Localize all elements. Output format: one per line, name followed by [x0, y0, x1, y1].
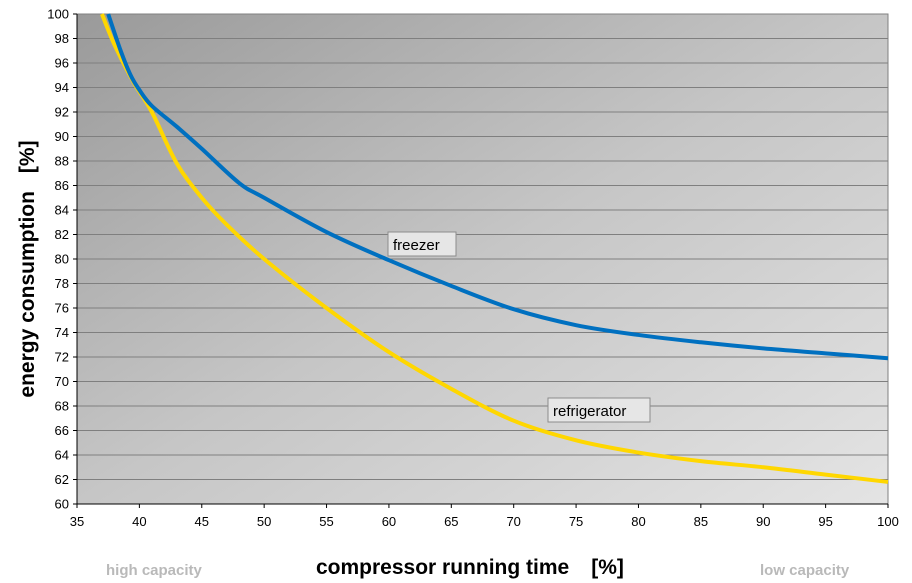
x-tick-label: 50 — [257, 514, 271, 529]
y-tick-label: 66 — [55, 423, 69, 438]
y-tick-label: 90 — [55, 129, 69, 144]
x-tick-label: 100 — [877, 514, 899, 529]
x-tick-label: 70 — [506, 514, 520, 529]
y-axis-label: energy consumption [%] — [16, 140, 39, 397]
x-tick-label: 60 — [382, 514, 396, 529]
y-tick-label: 62 — [55, 472, 69, 487]
y-tick-label: 84 — [55, 203, 69, 218]
x-tick-label: 75 — [569, 514, 583, 529]
y-tick-label: 60 — [55, 497, 69, 512]
refrigerator-series-line — [100, 13, 889, 484]
refrigerator-callout-box — [547, 397, 651, 423]
x-axis-label: compressor running time [%] — [316, 556, 624, 579]
high-capacity-note: high capacity — [106, 562, 203, 579]
y-tick-label: 80 — [55, 252, 69, 267]
x-tick-label: 35 — [70, 514, 84, 529]
x-tick-label: 40 — [132, 514, 146, 529]
y-axis-unit: [%] — [16, 140, 39, 173]
y-tick-label: 82 — [55, 227, 69, 242]
y-tick-label: 68 — [55, 399, 69, 414]
y-tick-label: 76 — [55, 301, 69, 316]
freezer-callout-box — [387, 231, 457, 257]
x-tick-label: 80 — [631, 514, 645, 529]
x-axis-title: compressor running time — [316, 556, 569, 579]
x-tick-label: 90 — [756, 514, 770, 529]
freezer-callout-label: freezer — [393, 237, 440, 254]
low-capacity-note: low capacity — [760, 562, 850, 579]
x-tick-label: 55 — [319, 514, 333, 529]
x-tick-label: 95 — [818, 514, 832, 529]
y-tick-label: 100 — [47, 7, 69, 22]
y-tick-label: 98 — [55, 31, 69, 46]
y-tick-label: 70 — [55, 374, 69, 389]
y-axis-ticks: 60 62 64 66 68 70 72 74 76 78 80 82 84 86 88 90 92 94 96 98… — [47, 7, 78, 512]
x-tick-label: 65 — [444, 514, 458, 529]
y-tick-label: 92 — [55, 105, 69, 120]
y-tick-label: 78 — [55, 276, 69, 291]
series-layer — [100, 13, 889, 484]
y-tick-label: 96 — [55, 56, 69, 71]
y-tick-label: 94 — [55, 80, 69, 95]
x-axis-ticks: 35 40 45 50 55 60 65 70 75 80 85 90 95 100 — [70, 503, 899, 529]
freezer-series-line — [106, 13, 889, 361]
y-tick-label: 74 — [55, 325, 69, 340]
refrigerator-callout-label: refrigerator — [553, 403, 626, 420]
x-tick-label: 85 — [694, 514, 708, 529]
y-tick-label: 64 — [55, 448, 69, 463]
y-tick-label: 86 — [55, 178, 69, 193]
y-tick-label: 72 — [55, 350, 69, 365]
x-tick-label: 45 — [195, 514, 209, 529]
y-axis-title: energy consumption — [16, 191, 39, 398]
y-tick-label: 88 — [55, 154, 69, 169]
x-axis-unit: [%] — [591, 556, 624, 579]
